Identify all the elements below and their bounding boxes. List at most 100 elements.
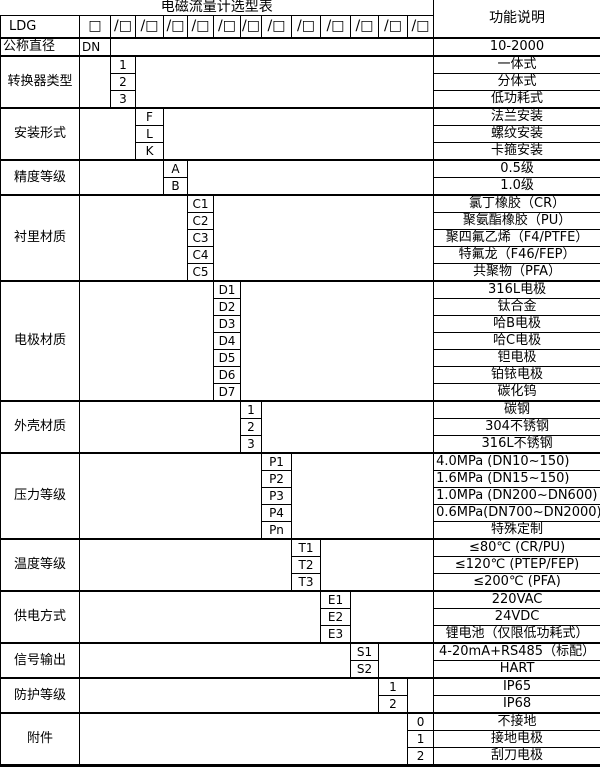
desc-cell-transducer-type-1: 一体式 [434, 56, 600, 74]
category-label-diameter: 公称直径 [1, 38, 80, 56]
desc-cell-electrode-D5: 钽电极 [434, 350, 600, 367]
category-label-transducer-type: 转换器类型 [1, 56, 80, 108]
desc-cell-temperature-T3: ≤200℃ (PFA) [434, 574, 600, 592]
spacer-right-electrode [241, 281, 434, 401]
spacer-right-lining [214, 195, 434, 281]
spacer-right-power [351, 591, 434, 643]
desc-cell-power-E3: 锂电池（仅限低功耗式） [434, 626, 600, 644]
model-slash-box-1: /□ [111, 16, 136, 39]
desc-cell-signal-S2: HART [434, 661, 600, 679]
code-cell-electrode-D5: D5 [214, 350, 241, 367]
code-cell-accuracy-A: A [164, 160, 188, 178]
code-cell-pressure-P4: P4 [262, 505, 292, 522]
category-label-protection: 防护等级 [1, 678, 80, 713]
code-cell-pressure-P1: P1 [262, 453, 292, 471]
desc-cell-electrode-D3: 哈B电极 [434, 316, 600, 333]
code-cell-temperature-T1: T1 [292, 539, 321, 557]
spacer-left-housing [80, 401, 241, 453]
desc-cell-diameter: 10-2000 [434, 38, 600, 56]
category-label-pressure: 压力等级 [1, 453, 80, 539]
desc-cell-electrode-D7: 碳化钨 [434, 384, 600, 402]
code-cell-accessories-1: 1 [408, 731, 434, 748]
code-cell-electrode-D4: D4 [214, 333, 241, 350]
spacer-right-transducer-type [136, 56, 434, 108]
code-cell-temperature-T2: T2 [292, 557, 321, 574]
code-cell-pressure-P2: P2 [262, 471, 292, 488]
code-cell-signal-S1: S1 [351, 643, 379, 661]
code-cell-temperature-T3: T3 [292, 574, 321, 592]
model-slash-box-9: /□ [321, 16, 351, 39]
diameter-row: 公称直径 DN 10-2000 [1, 38, 600, 56]
spacer-right-signal [379, 643, 434, 678]
desc-cell-temperature-T2: ≤120℃ (PTEP/FEP) [434, 557, 600, 574]
desc-cell-lining-C4: 特氟龙（F46/FEP） [434, 247, 600, 264]
code-cell-housing-2: 2 [241, 419, 262, 436]
model-prefix-label: LDG [1, 16, 80, 39]
code-cell-housing-3: 3 [241, 436, 262, 454]
desc-cell-electrode-D1: 316L电极 [434, 281, 600, 299]
category-label-electrode: 电极材质 [1, 281, 80, 401]
desc-cell-pressure-P4: 0.6MPa(DN700~DN2000) [434, 505, 600, 522]
code-cell-electrode-D3: D3 [214, 316, 241, 333]
code-cell-lining-C4: C4 [188, 247, 214, 264]
code-cell-lining-C2: C2 [188, 213, 214, 230]
model-slash-box-2: /□ [136, 16, 164, 39]
model-slash-box-3: /□ [164, 16, 188, 39]
spacer-left-protection [80, 678, 379, 713]
desc-cell-power-E2: 24VDC [434, 609, 600, 626]
desc-cell-accessories-1: 接地电极 [434, 731, 600, 748]
code-cell-housing-1: 1 [241, 401, 262, 419]
desc-cell-temperature-T1: ≤80℃ (CR/PU) [434, 539, 600, 557]
desc-cell-pressure-P1: 4.0MPa (DN10~150) [434, 453, 600, 471]
spacer-left-transducer-type [80, 56, 111, 108]
model-slash-box-7: /□ [262, 16, 292, 39]
desc-cell-electrode-D6: 铂铱电极 [434, 367, 600, 384]
desc-cell-electrode-D2: 钛合金 [434, 299, 600, 316]
desc-cell-housing-1: 碳钢 [434, 401, 600, 419]
model-slash-box-11: /□ [379, 16, 408, 39]
category-label-temperature: 温度等级 [1, 539, 80, 591]
desc-cell-accuracy-A: 0.5级 [434, 160, 600, 178]
category-label-signal: 信号输出 [1, 643, 80, 678]
code-cell-accuracy-B: B [164, 178, 188, 196]
spacer-left-pressure [80, 453, 262, 539]
desc-cell-protection-1: IP65 [434, 678, 600, 696]
spacer-left-lining [80, 195, 188, 281]
code-cell-installation-F: F [136, 108, 164, 126]
spacer-right-protection [408, 678, 434, 713]
desc-cell-accessories-2: 刮刀电极 [434, 748, 600, 766]
desc-cell-transducer-type-2: 分体式 [434, 74, 600, 91]
code-cell-accessories-2: 2 [408, 748, 434, 766]
category-label-housing: 外壳材质 [1, 401, 80, 453]
desc-cell-lining-C5: 共聚物（PFA） [434, 264, 600, 282]
spacer-left-temperature [80, 539, 292, 591]
code-cell-transducer-type-3: 3 [111, 91, 136, 109]
function-column-header: 功能说明 [434, 0, 600, 38]
model-slash-box-5: /□ [214, 16, 241, 39]
category-label-power: 供电方式 [1, 591, 80, 643]
code-cell-signal-S2: S2 [351, 661, 379, 679]
selection-table-page: 电磁流量计选型表 功能说明 LDG □ /□/□/□/□/□/□/□/□/□/□… [0, 0, 600, 716]
code-cell-electrode-D2: D2 [214, 299, 241, 316]
code-cell-installation-L: L [136, 126, 164, 143]
code-cell-electrode-D7: D7 [214, 384, 241, 402]
code-cell-pressure-Pn: Pn [262, 522, 292, 540]
model-slash-box-6: /□ [241, 16, 262, 39]
desc-cell-pressure-P3: 1.0MPa (DN200~DN600) [434, 488, 600, 505]
code-cell-power-E1: E1 [321, 591, 351, 609]
spacer-right-housing [262, 401, 434, 453]
code-cell-electrode-D1: D1 [214, 281, 241, 299]
spacer-left-installation [80, 108, 136, 160]
code-cell-transducer-type-1: 1 [111, 56, 136, 74]
model-slash-box-4: /□ [188, 16, 214, 39]
